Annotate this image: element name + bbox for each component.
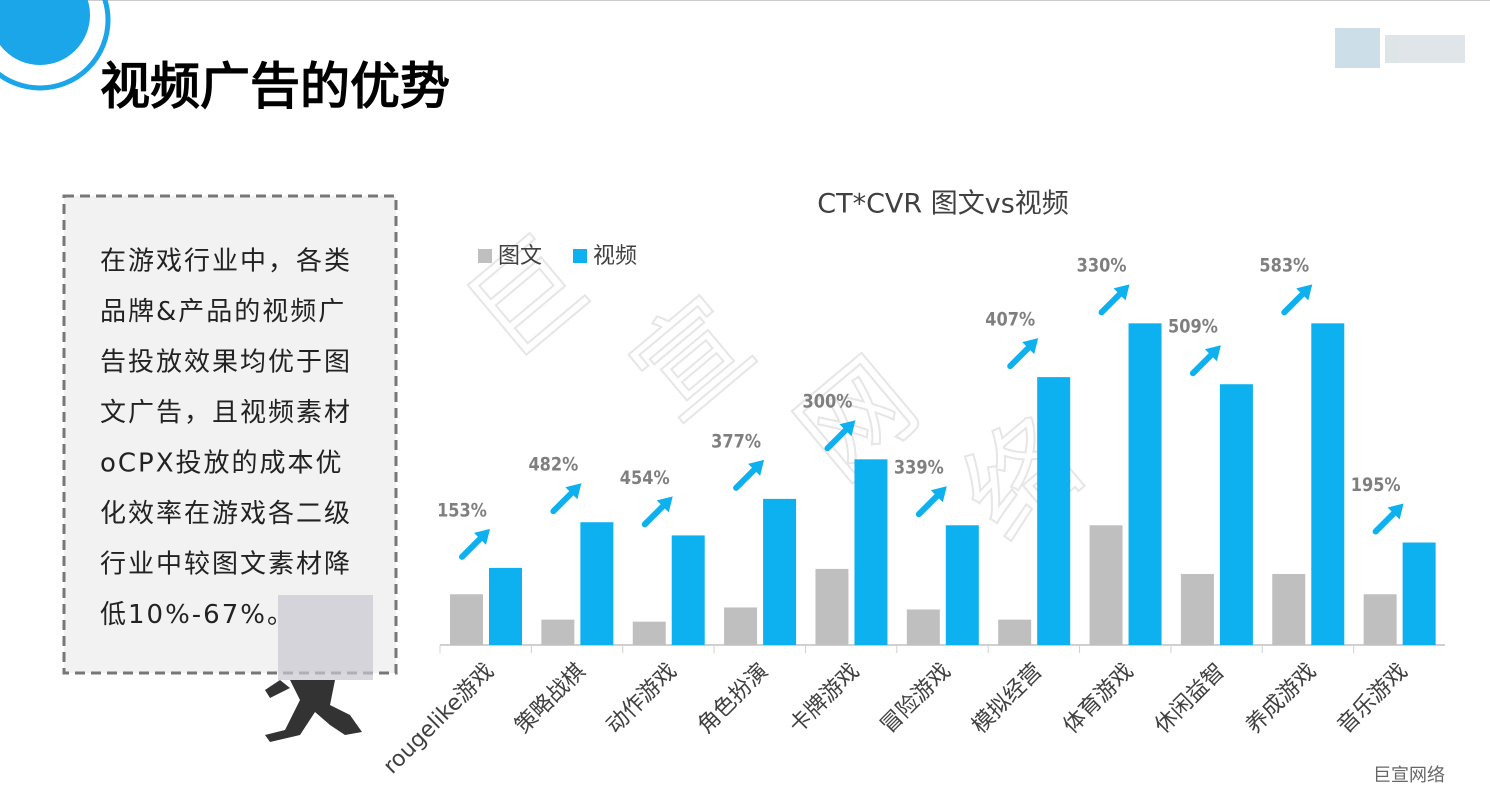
chart-title: CT*CVR 图文vs视频 (817, 189, 1069, 220)
x-tick-label: 角色扮演 (693, 659, 773, 739)
body-line: 文广告，且视频素材 (100, 398, 352, 428)
slide-title: 视频广告的优势 (100, 58, 450, 116)
uplift-arrowhead (930, 486, 947, 503)
bar (450, 594, 483, 645)
uplift-arrowhead (1204, 345, 1221, 362)
corner-ring (0, 0, 111, 91)
bar (1089, 525, 1123, 645)
x-tick-label: 卡牌游戏 (785, 659, 865, 739)
uplift-label: 300% (803, 392, 853, 414)
uplift-arrow (824, 425, 851, 452)
uplift-arrow (915, 491, 942, 518)
bar (854, 459, 888, 645)
body-line: 化效率在游戏各二级 (100, 499, 352, 529)
legend-swatch (573, 249, 587, 263)
uplift-arrow (1098, 289, 1125, 316)
footer-brand: 巨宣网络 (1373, 765, 1445, 786)
bar (998, 619, 1032, 645)
bar (1311, 323, 1345, 645)
body-line: 行业中较图文素材降 (100, 550, 352, 580)
x-tick-label: 音乐游戏 (1333, 659, 1413, 739)
logo-blur (1335, 28, 1465, 68)
x-tick-label: 动作游戏 (602, 659, 682, 739)
x-tick-label: 养成游戏 (1242, 659, 1322, 739)
body-line: 低10%-67%。 (100, 600, 295, 630)
uplift-arrowhead (1113, 284, 1130, 301)
bar (1037, 377, 1071, 645)
body-line: 在游戏行业中，各类 (100, 247, 352, 277)
x-tick-label: 休闲益智 (1150, 659, 1230, 739)
x-tick-label: 策略战棋 (511, 659, 591, 739)
body-line: 品牌&产品的视频广 (100, 297, 346, 327)
uplift-arrow (459, 533, 485, 560)
text-box (62, 194, 398, 675)
bar (580, 522, 614, 645)
bar (815, 568, 849, 645)
x-tick-label: 冒险游戏 (876, 659, 956, 739)
legend-swatch (478, 249, 492, 263)
uplift-arrowhead (839, 420, 856, 437)
uplift-label: 454% (620, 468, 670, 490)
uplift-arrowhead (1022, 338, 1039, 355)
corner-disc (0, 0, 90, 65)
bar (1363, 594, 1397, 645)
uplift-arrowhead (1296, 284, 1313, 301)
uplift-arrow (1281, 289, 1308, 316)
bar (1128, 323, 1162, 645)
x-tick-label: rougelike游戏 (379, 659, 499, 779)
uplift-label: 377% (711, 431, 761, 453)
bar (724, 607, 758, 645)
bar (763, 498, 797, 645)
bar (1272, 573, 1306, 645)
uplift-arrow (733, 464, 760, 491)
watermark-char: 宣 (609, 274, 776, 443)
bar (906, 609, 940, 645)
body-line: oCPX投放的成本优 (100, 449, 344, 479)
uplift-label: 195% (1351, 475, 1401, 497)
bar (1180, 573, 1214, 645)
uplift-label: 482% (528, 454, 578, 476)
uplift-arrowhead (656, 496, 673, 513)
uplift-label: 339% (894, 457, 944, 479)
watermark-char: 巨 (444, 214, 611, 383)
legend-label: 视频 (593, 244, 637, 269)
uplift-arrow (641, 501, 668, 528)
bar (1219, 384, 1253, 645)
uplift-arrowhead (474, 528, 490, 545)
uplift-arrowhead (748, 459, 765, 476)
uplift-arrow (1007, 343, 1034, 370)
uplift-label: 330% (1077, 256, 1127, 278)
uplift-label: 509% (1168, 316, 1218, 338)
bar (541, 619, 575, 645)
bar (489, 567, 522, 645)
uplift-arrowhead (565, 483, 582, 500)
bar (945, 525, 979, 645)
legend-label: 图文 (498, 244, 542, 269)
uplift-arrowhead (1387, 503, 1404, 520)
uplift-arrow (1189, 350, 1216, 377)
uplift-arrow (550, 488, 577, 515)
bar (671, 535, 705, 645)
bar (632, 621, 666, 645)
uplift-arrow (1372, 508, 1399, 535)
uplift-label: 407% (985, 309, 1035, 331)
uplift-label: 583% (1259, 256, 1309, 278)
x-tick-label: 体育游戏 (1059, 659, 1139, 739)
bar (1402, 542, 1436, 645)
mascot (265, 595, 373, 742)
body-line: 告投放效果均优于图 (100, 348, 352, 378)
uplift-label: 153% (437, 500, 487, 522)
x-tick-label: 模拟经营 (967, 659, 1047, 739)
